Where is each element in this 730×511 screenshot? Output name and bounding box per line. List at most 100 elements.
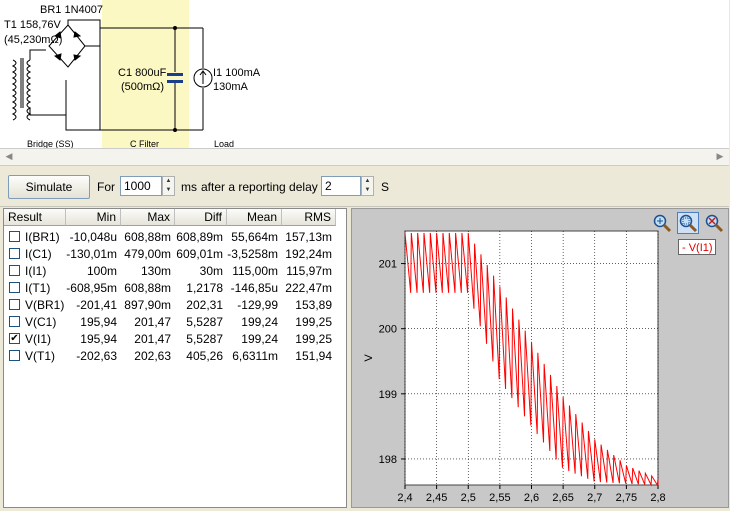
table-row[interactable]: V(BR1) -201,41 897,90m 202,31 -129,99 153,89: [4, 297, 346, 314]
delay-input[interactable]: [321, 176, 361, 196]
result-rms-cell: 115,97m: [286, 264, 332, 278]
results-table: Result Min Max Diff Mean RMS I(BR1) -10,0…: [3, 208, 347, 508]
result-checkbox[interactable]: [9, 231, 20, 242]
result-name: I(T1): [25, 281, 51, 295]
zoom-in-icon[interactable]: [651, 212, 673, 234]
result-checkbox[interactable]: [9, 265, 20, 276]
scroll-right-icon[interactable]: ▶: [716, 151, 724, 161]
result-min-cell: 195,94: [80, 332, 117, 346]
column-header-diff[interactable]: Diff: [175, 209, 227, 226]
spin-up-icon: ▲: [165, 178, 172, 184]
result-diff-cell: 5,5287: [186, 315, 223, 329]
column-header-result[interactable]: Result: [4, 209, 66, 226]
x-tick-label: 2,75: [616, 492, 637, 504]
zoom-fit-icon[interactable]: [677, 212, 699, 234]
table-row[interactable]: I(C1) -130,01m 479,00m 609,01m -3,5258m 192,2…: [4, 246, 346, 263]
column-header-mean[interactable]: Mean: [227, 209, 282, 226]
result-mean-cell: 55,664m: [231, 230, 278, 244]
result-max-cell: 897,90m: [124, 298, 171, 312]
result-mean-cell: -129,99: [237, 298, 278, 312]
result-min-cell: -202,63: [76, 349, 117, 363]
result-name: I(I1): [25, 264, 47, 278]
duration-spinner[interactable]: ▲ ▼: [162, 176, 175, 196]
result-mean-cell: -146,85u: [230, 281, 278, 295]
result-name: V(I1): [25, 332, 52, 346]
spin-down-icon: ▼: [364, 187, 371, 193]
duration-input[interactable]: [120, 176, 162, 196]
spin-down-icon: ▼: [165, 187, 172, 193]
result-mean-cell: -3,5258m: [227, 247, 278, 261]
duration-unit-label: ms: [181, 180, 197, 194]
y-tick-label: 201: [379, 259, 397, 271]
section-label-bridge: Bridge (SS): [27, 139, 74, 148]
br1-label: BR1 1N4007: [40, 4, 103, 16]
delay-label: after a reporting delay of: [201, 180, 332, 194]
result-rms-cell: 199,25: [295, 332, 332, 346]
result-max-cell: 201,47: [134, 315, 171, 329]
y-tick-label: 198: [379, 454, 397, 466]
result-diff-cell: 202,31: [186, 298, 223, 312]
result-mean-cell: 199,24: [241, 315, 278, 329]
result-max-cell: 608,88m: [124, 281, 171, 295]
result-min-cell: -10,048u: [69, 230, 117, 244]
c1-label-line2: (500mΩ): [121, 81, 164, 93]
x-tick-label: 2,5: [461, 492, 476, 504]
result-mean-cell: 199,24: [241, 332, 278, 346]
table-row[interactable]: V(C1) 195,94 201,47 5,5287 199,24 199,25: [4, 314, 346, 331]
x-tick-label: 2,7: [587, 492, 602, 504]
result-name: V(T1): [25, 349, 55, 363]
table-row[interactable]: I(BR1) -10,048u 608,88m 608,89m 55,664m 157,1…: [4, 229, 346, 246]
result-name: I(BR1): [25, 230, 60, 244]
schematic-canvas[interactable]: BR1 1N4007 T1 158,76V (45,230mΩ) C1 800u…: [0, 0, 729, 149]
zoom-out-icon[interactable]: [703, 212, 725, 234]
schematic-horizontal-scrollbar[interactable]: ◀ ▶: [0, 148, 729, 166]
result-checkbox[interactable]: [9, 282, 20, 293]
result-diff-cell: 1,2178: [186, 281, 223, 295]
column-header-max[interactable]: Max: [121, 209, 175, 226]
y-tick-label: 200: [379, 324, 397, 336]
table-row[interactable]: V(T1) -202,63 202,63 405,26 6,6311m 151,94: [4, 348, 346, 365]
table-row[interactable]: I(T1) -608,95m 608,88m 1,2178 -146,85u 222,47…: [4, 280, 346, 297]
delay-spinner[interactable]: ▲ ▼: [361, 176, 374, 196]
chart-legend[interactable]: - V(I1): [678, 239, 716, 255]
series-line-v-i1: [404, 232, 659, 487]
result-name: V(BR1): [25, 298, 65, 312]
result-diff-cell: 609,01m: [176, 247, 223, 261]
result-diff-cell: 405,26: [186, 349, 223, 363]
y-tick-label: 199: [379, 389, 397, 401]
column-header-min[interactable]: Min: [66, 209, 121, 226]
result-max-cell: 202,63: [134, 349, 171, 363]
result-checkbox[interactable]: [9, 248, 20, 259]
x-tick-label: 2,4: [397, 492, 412, 504]
t1-label-line2: (45,230mΩ): [4, 34, 62, 46]
result-name: V(C1): [25, 315, 57, 329]
current-source-i1-symbol: [193, 68, 213, 88]
i1-label-line1: I1 100mA: [213, 67, 261, 79]
voltage-plot[interactable]: 2,4 2,45 2,5 2,55 2,6 2,65 2,7 2,75 2,8 198 199 200…: [352, 209, 728, 507]
spin-up-icon: ▲: [364, 178, 371, 184]
result-max-cell: 608,88m: [124, 230, 171, 244]
table-row[interactable]: ✔ V(I1) 195,94 201,47 5,5287 199,24 199,25: [4, 331, 346, 348]
for-label: For: [97, 180, 115, 194]
bridge-br1-symbol: [48, 19, 101, 131]
schematic-wires: [100, 27, 204, 131]
simulate-button[interactable]: Simulate: [8, 175, 90, 199]
result-rms-cell: 192,24m: [285, 247, 332, 261]
result-checkbox[interactable]: [9, 350, 20, 361]
result-rms-cell: 157,13m: [285, 230, 332, 244]
table-row[interactable]: I(I1) 100m 130m 30m 115,00m 115,97m: [4, 263, 346, 280]
result-rms-cell: 222,47m: [285, 281, 332, 295]
result-checkbox[interactable]: [9, 316, 20, 327]
section-label-filter: C Filter: [130, 139, 159, 148]
column-header-rms[interactable]: RMS: [282, 209, 336, 226]
result-checkbox[interactable]: [9, 299, 20, 310]
result-diff-cell: 608,89m: [176, 230, 223, 244]
i1-label-line2: 130mA: [213, 81, 249, 93]
x-tick-label: 2,65: [552, 492, 573, 504]
result-checkbox[interactable]: ✔: [9, 333, 20, 344]
result-rms-cell: 199,25: [295, 315, 332, 329]
x-tick-label: 2,55: [489, 492, 510, 504]
result-min-cell: 195,94: [80, 315, 117, 329]
result-diff-cell: 30m: [199, 264, 223, 278]
scroll-left-icon[interactable]: ◀: [5, 151, 13, 161]
